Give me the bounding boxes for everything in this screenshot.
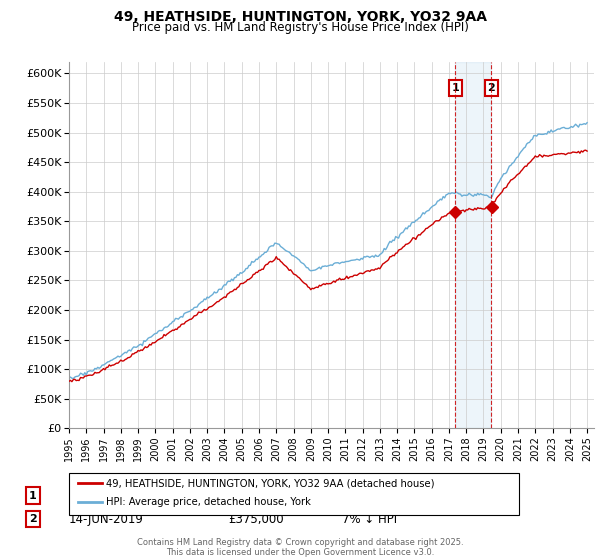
Text: 49, HEATHSIDE, HUNTINGTON, YORK, YO32 9AA (detached house): 49, HEATHSIDE, HUNTINGTON, YORK, YO32 9A… xyxy=(106,478,434,488)
Text: 14-JUN-2019: 14-JUN-2019 xyxy=(69,512,144,526)
Text: 2: 2 xyxy=(29,514,37,524)
Bar xyxy=(455,62,491,428)
Text: 49, HEATHSIDE, HUNTINGTON, YORK, YO32 9AA: 49, HEATHSIDE, HUNTINGTON, YORK, YO32 9A… xyxy=(113,10,487,24)
Text: HPI: Average price, detached house, York: HPI: Average price, detached house, York xyxy=(106,497,311,507)
Text: 6% ↓ HPI: 6% ↓ HPI xyxy=(342,489,397,502)
Text: 7% ↓ HPI: 7% ↓ HPI xyxy=(342,512,397,526)
Text: Contains HM Land Registry data © Crown copyright and database right 2025.
This d: Contains HM Land Registry data © Crown c… xyxy=(137,538,463,557)
Text: Price paid vs. HM Land Registry's House Price Index (HPI): Price paid vs. HM Land Registry's House … xyxy=(131,21,469,34)
Text: 1: 1 xyxy=(29,491,37,501)
Text: 1: 1 xyxy=(451,83,459,93)
Text: 12-MAY-2017: 12-MAY-2017 xyxy=(69,489,146,502)
Text: £375,000: £375,000 xyxy=(228,512,284,526)
Text: £364,995: £364,995 xyxy=(228,489,284,502)
Text: 2: 2 xyxy=(488,83,495,93)
